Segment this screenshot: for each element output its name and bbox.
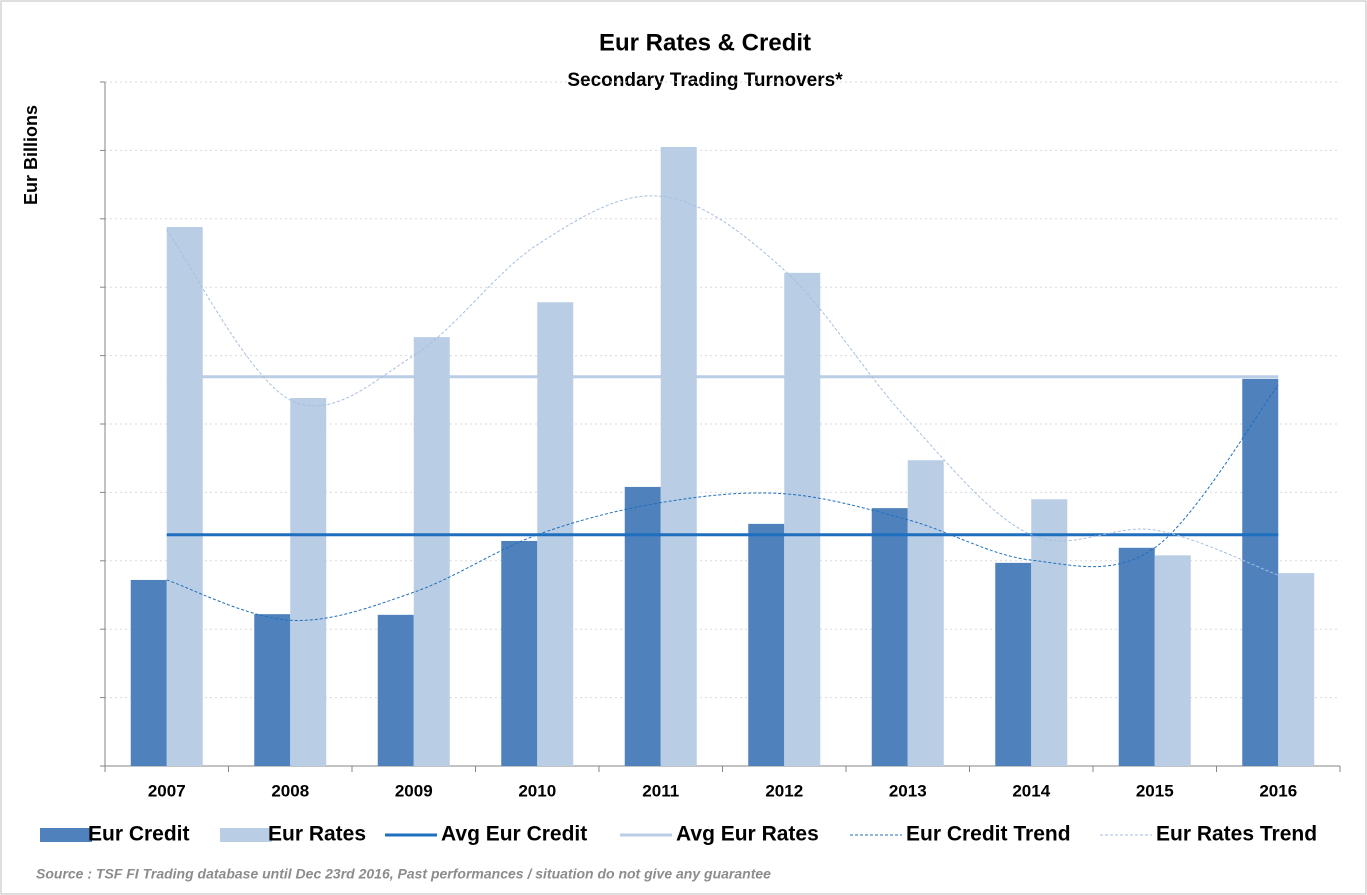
x-tick-label: 2015 <box>1136 781 1174 800</box>
bar <box>907 460 944 766</box>
bar <box>995 562 1032 766</box>
bar <box>1242 378 1279 766</box>
legend-label: Avg Eur Credit <box>441 823 587 846</box>
bar <box>1154 555 1191 766</box>
chart-subtitle: Secondary Trading Turnovers* <box>567 70 843 91</box>
bar <box>1118 547 1155 766</box>
bar <box>660 146 697 767</box>
trend-line <box>166 195 1279 576</box>
bar <box>254 614 291 766</box>
bar <box>1278 573 1315 766</box>
legend-label: Avg Eur Rates <box>676 823 819 846</box>
chart-title: Eur Rates & Credit <box>599 29 811 56</box>
x-tick-label: 2013 <box>889 781 927 800</box>
x-tick-label: 2016 <box>1259 781 1297 800</box>
bar <box>1031 499 1068 766</box>
legend-label: Eur Rates Trend <box>1156 823 1317 846</box>
x-tick-label: 2012 <box>765 781 803 800</box>
legend-label: Eur Credit Trend <box>906 823 1071 846</box>
bar <box>748 523 785 766</box>
legend-label: Eur Credit <box>88 823 190 846</box>
bar <box>784 272 821 766</box>
bar <box>166 227 203 766</box>
source-note: Source : TSF FI Trading database until D… <box>36 866 771 882</box>
bar <box>413 337 450 766</box>
x-tick-label: 2009 <box>395 781 433 800</box>
x-tick-label: 2008 <box>271 781 309 800</box>
y-axis-label: Eur Billions <box>21 105 41 205</box>
legend-label: Eur Rates <box>268 823 366 846</box>
bar <box>871 508 908 766</box>
x-tick-label: 2007 <box>148 781 186 800</box>
trend-line <box>166 384 1279 621</box>
x-tick-label: 2011 <box>642 781 679 800</box>
bar <box>624 486 661 766</box>
bar <box>290 398 327 766</box>
bar <box>501 540 538 766</box>
bar <box>130 579 167 766</box>
x-tick-label: 2014 <box>1012 781 1050 800</box>
x-tick-label: 2010 <box>518 781 556 800</box>
legend-swatch <box>220 828 272 842</box>
legend-swatch <box>40 828 92 842</box>
bar <box>377 614 414 766</box>
